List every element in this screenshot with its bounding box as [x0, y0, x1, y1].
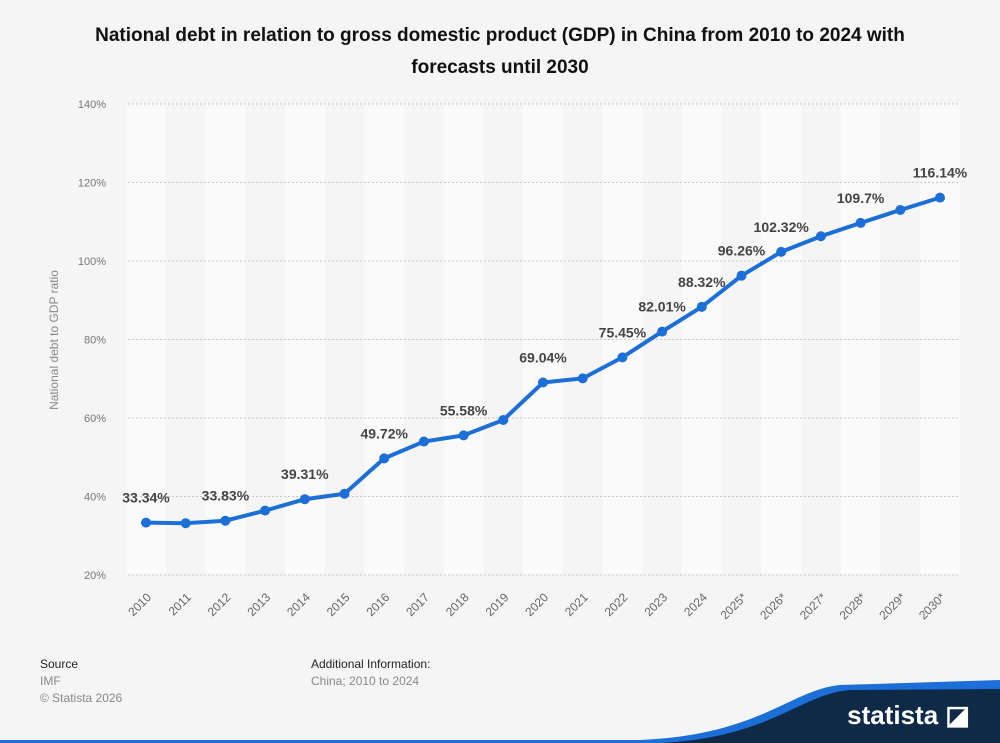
data-point	[379, 453, 390, 464]
data-label: 33.34%	[122, 490, 170, 506]
bottom-bar	[0, 740, 1000, 743]
data-point	[617, 352, 628, 363]
data-point	[498, 414, 509, 425]
y-tick-label: 60%	[84, 413, 106, 425]
data-point	[538, 377, 548, 388]
additional-info: Additional Information: China; 2010 to 2…	[311, 656, 430, 690]
data-point	[815, 231, 826, 242]
data-point	[180, 518, 191, 529]
data-point	[577, 373, 588, 384]
data-point	[657, 326, 668, 337]
data-label: 102.32%	[754, 219, 810, 235]
y-tick-label: 120%	[78, 178, 106, 190]
y-tick-label: 40%	[84, 492, 106, 504]
data-label: 75.45%	[599, 324, 647, 340]
source-block: Source IMF © Statista 2026	[40, 656, 122, 707]
data-label: 69.04%	[519, 350, 567, 366]
statista-logo[interactable]: statista ◪	[847, 700, 970, 731]
y-tick-label: 80%	[84, 335, 106, 347]
data-label: 109.7%	[837, 190, 885, 206]
y-tick-label: 140%	[78, 99, 106, 111]
data-point	[935, 192, 945, 203]
data-point	[418, 436, 429, 447]
data-point	[220, 515, 231, 526]
data-point	[776, 246, 787, 257]
data-point	[339, 488, 350, 499]
data-point	[895, 204, 906, 215]
data-label: 82.01%	[638, 299, 686, 315]
statista-logo-icon: ◪	[945, 700, 970, 730]
data-label: 88.32%	[678, 274, 726, 290]
data-point	[299, 494, 310, 505]
data-label: 55.58%	[440, 402, 488, 418]
data-label: 33.83%	[202, 488, 250, 504]
additional-info-label: Additional Information:	[311, 657, 431, 671]
data-point	[458, 430, 469, 441]
data-point	[696, 301, 707, 312]
source-label: Source	[40, 657, 79, 671]
data-point	[260, 505, 271, 516]
source-value[interactable]: IMF	[40, 674, 61, 688]
y-tick-label: 100%	[78, 256, 106, 268]
copyright: © Statista 2026	[40, 691, 123, 705]
data-label: 116.14%	[913, 165, 968, 181]
chart-title: National debt in relation to gross domes…	[95, 25, 905, 78]
brand-text: statista	[847, 700, 939, 730]
additional-info-value: China; 2010 to 2024	[311, 674, 420, 688]
data-point	[141, 517, 151, 528]
data-label: 49.72%	[360, 425, 408, 441]
y-axis-label: National debt to GDP ratio	[47, 270, 61, 410]
data-label: 96.26%	[718, 243, 766, 259]
y-tick-label: 20%	[84, 570, 106, 582]
data-label: 39.31%	[281, 466, 329, 482]
data-point	[855, 217, 866, 228]
data-point	[736, 270, 747, 281]
